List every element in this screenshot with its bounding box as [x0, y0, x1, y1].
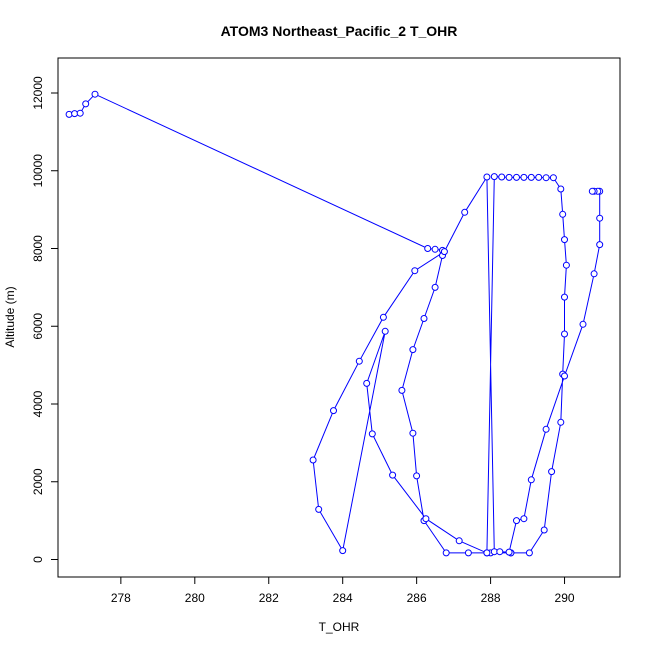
data-point-51	[309, 456, 317, 464]
data-point-2	[76, 109, 84, 117]
data-point-74	[588, 187, 596, 195]
data-point-44	[422, 515, 430, 523]
data-point-30	[561, 236, 568, 244]
x-axis-label: T_OHR	[319, 620, 360, 634]
data-point-35	[557, 418, 565, 426]
x-tick-label-6: 290	[555, 591, 575, 605]
data-point-33	[561, 330, 568, 338]
data-point-42	[483, 549, 491, 557]
x-tick-label-0: 278	[111, 591, 131, 605]
data-point-70	[596, 214, 604, 222]
y-tick-label-4: 8000	[31, 235, 45, 262]
y-tick-label-1: 2000	[31, 468, 45, 495]
data-point-5	[424, 245, 432, 252]
data-point-67	[579, 320, 587, 328]
data-point-17	[464, 549, 472, 557]
data-point-1	[71, 110, 79, 118]
y-axis: 0 2000 4000 6000 8000 10000 12000	[31, 76, 58, 563]
series-points	[65, 90, 604, 557]
data-point-29	[559, 210, 567, 218]
data-point-6	[431, 245, 439, 253]
data-point-20	[498, 173, 506, 181]
data-point-26	[542, 174, 550, 182]
data-point-3	[82, 100, 90, 108]
data-point-45	[389, 471, 397, 479]
data-point-37	[540, 526, 548, 534]
data-point-10	[420, 315, 428, 322]
y-tick-label-6: 12000	[31, 76, 45, 110]
data-point-55	[411, 267, 419, 275]
data-point-25	[535, 173, 543, 181]
data-point-43	[455, 537, 463, 545]
data-point-22	[513, 173, 520, 181]
data-point-31	[562, 261, 570, 269]
data-point-52	[330, 407, 337, 415]
y-tick-label-2: 4000	[31, 390, 45, 417]
data-point-48	[381, 327, 389, 335]
data-point-57	[461, 208, 469, 216]
series-line	[69, 93, 601, 554]
data-point-69	[596, 241, 604, 249]
data-point-50	[315, 505, 323, 513]
data-point-24	[527, 173, 535, 181]
data-point-19	[490, 173, 498, 181]
data-point-27	[549, 174, 557, 182]
y-tick-label-3: 6000	[31, 313, 45, 340]
x-tick-label-5: 288	[481, 591, 501, 605]
data-point-54	[379, 313, 387, 321]
data-point-58	[483, 173, 491, 181]
data-point-23	[520, 173, 528, 181]
data-point-9	[431, 283, 439, 291]
data-point-66	[561, 372, 568, 380]
data-point-28	[557, 185, 565, 193]
data-point-16	[442, 549, 450, 557]
data-point-61	[505, 548, 513, 556]
data-point-68	[590, 270, 598, 278]
x-tick-label-2: 282	[259, 591, 279, 605]
data-point-14	[413, 472, 421, 480]
data-point-60	[496, 548, 504, 556]
x-tick-label-1: 280	[185, 591, 205, 605]
data-point-12	[398, 386, 406, 394]
data-point-13	[409, 429, 417, 437]
data-point-62	[513, 517, 520, 525]
data-point-11	[409, 346, 417, 354]
x-tick-label-3: 284	[333, 591, 353, 605]
x-axis: 278 280 282 284 286 288 290	[111, 577, 575, 605]
data-point-47	[363, 379, 371, 387]
chart-title: ATOM3 Northeast_Pacific_2 T_OHR	[221, 23, 458, 39]
data-point-36	[548, 468, 556, 476]
data-point-4	[91, 90, 99, 98]
data-point-21	[505, 173, 513, 181]
data-point-49	[339, 547, 347, 555]
data-point-64	[527, 476, 535, 484]
data-point-65	[542, 425, 550, 433]
x-tick-label-4: 286	[407, 591, 427, 605]
data-point-53	[355, 357, 363, 365]
data-point-38	[525, 549, 533, 557]
plot-frame	[57, 57, 621, 578]
data-point-56	[440, 248, 448, 256]
data-point-46	[368, 430, 376, 438]
data-point-32	[561, 293, 568, 301]
y-tick-label-5: 10000	[31, 154, 45, 188]
y-tick-label-0: 0	[31, 556, 45, 563]
data-point-63	[520, 515, 528, 523]
y-axis-label: Altitude (m)	[3, 286, 17, 347]
